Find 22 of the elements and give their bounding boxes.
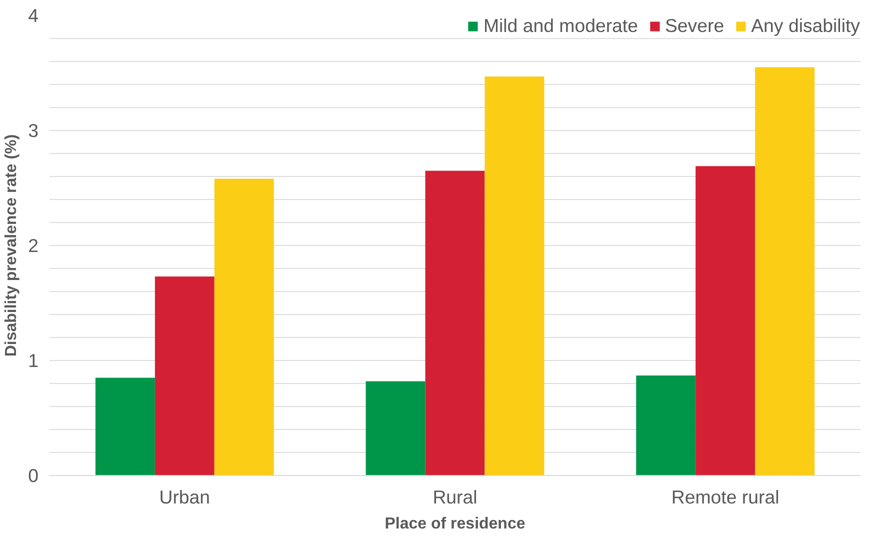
legend-label: Mild and moderate [483,15,638,37]
bar [214,178,274,476]
legend-label: Severe [664,15,724,37]
y-tick-label: 0 [28,465,39,486]
bar [154,276,214,476]
x-tick-label: Urban [159,486,210,508]
bar [95,378,155,476]
y-tick-label: 4 [28,5,39,26]
y-tick-label: 3 [28,120,39,141]
bar [755,67,815,476]
bar [636,375,696,476]
x-tick-label: Remote rural [671,486,780,508]
y-tick-label: 1 [28,350,39,371]
bar [425,170,485,476]
y-tick-label: 2 [28,235,39,256]
bar [484,76,544,476]
bar [366,381,426,476]
x-axis-title: Place of residence [384,516,526,532]
bar [696,166,756,476]
y-axis-title: Disability prevalence rate (%) [3,134,20,357]
legend-label: Any disability [751,15,860,37]
x-tick-label: Rural [432,486,478,508]
